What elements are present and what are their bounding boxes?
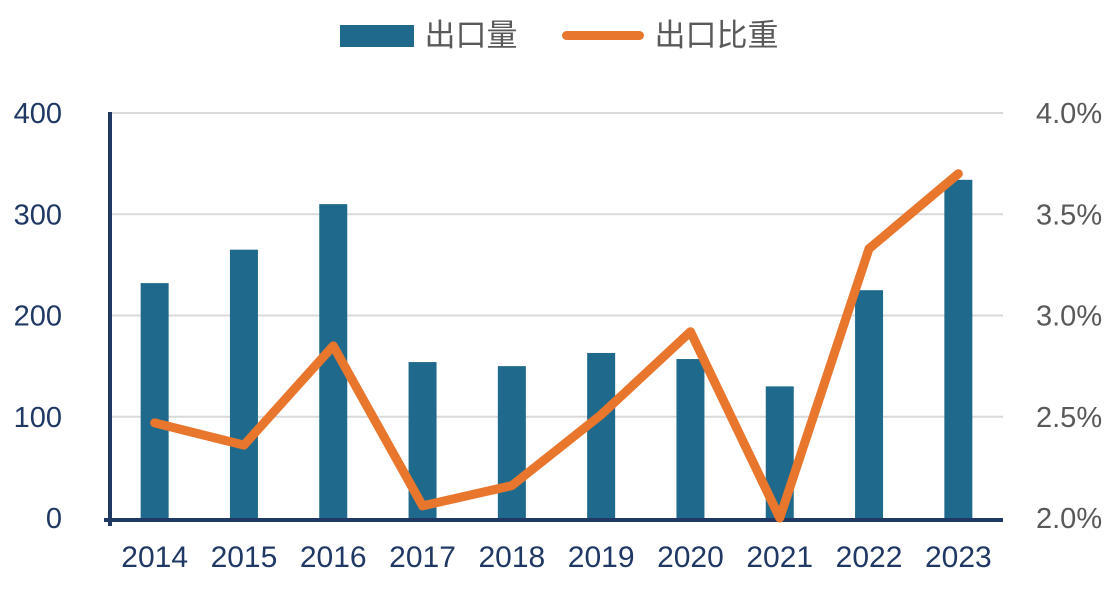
bar-2022 <box>855 290 884 518</box>
x-axis-tick-label: 2017 <box>389 541 456 574</box>
bar-2014 <box>140 283 169 518</box>
right-axis-tick-label: 3.0% <box>1036 301 1102 333</box>
x-axis-tick-label: 2021 <box>746 541 813 574</box>
line-series-swatch-icon <box>561 31 644 40</box>
legend-item-export-share: 出口比重 <box>561 18 779 53</box>
x-axis-tick-label: 2023 <box>925 541 992 574</box>
x-axis-tick-label: 2020 <box>657 541 724 574</box>
legend-label-export-volume: 出口量 <box>424 18 518 53</box>
export-share-line <box>150 169 963 523</box>
bar-2020 <box>676 359 705 518</box>
left-axis-tick-label: 100 <box>14 402 62 434</box>
bar-2015 <box>229 249 258 518</box>
x-axis-tick-label: 2018 <box>478 541 545 574</box>
bar-2019 <box>587 352 616 518</box>
right-axis-tick-label: 2.5% <box>1036 402 1102 434</box>
bar-2018 <box>497 366 526 518</box>
left-axis-tick-label: 200 <box>14 301 62 333</box>
left-axis-tick-label: 300 <box>14 199 62 231</box>
left-axis-tick-label: 400 <box>14 98 62 130</box>
x-axis-tick-label: 2014 <box>121 541 188 574</box>
chart-legend: 出口量 出口比重 <box>0 20 1118 51</box>
bar-series-swatch-icon <box>339 24 414 47</box>
right-axis-tick-label: 4.0% <box>1036 98 1102 130</box>
bar-2023 <box>944 179 973 518</box>
x-axis-tick-label: 2019 <box>568 541 635 574</box>
legend-item-export-volume: 出口量 <box>339 18 518 53</box>
legend-label-export-share: 出口比重 <box>654 18 779 53</box>
x-axis-tick-label: 2016 <box>300 541 367 574</box>
right-axis-tick-label: 2.0% <box>1036 503 1102 535</box>
x-axis-tick-label: 2022 <box>836 541 903 574</box>
x-axis-tick-label: 2015 <box>211 541 278 574</box>
right-axis-tick-label: 3.5% <box>1036 199 1102 231</box>
left-axis-tick-label: 0 <box>46 503 62 535</box>
